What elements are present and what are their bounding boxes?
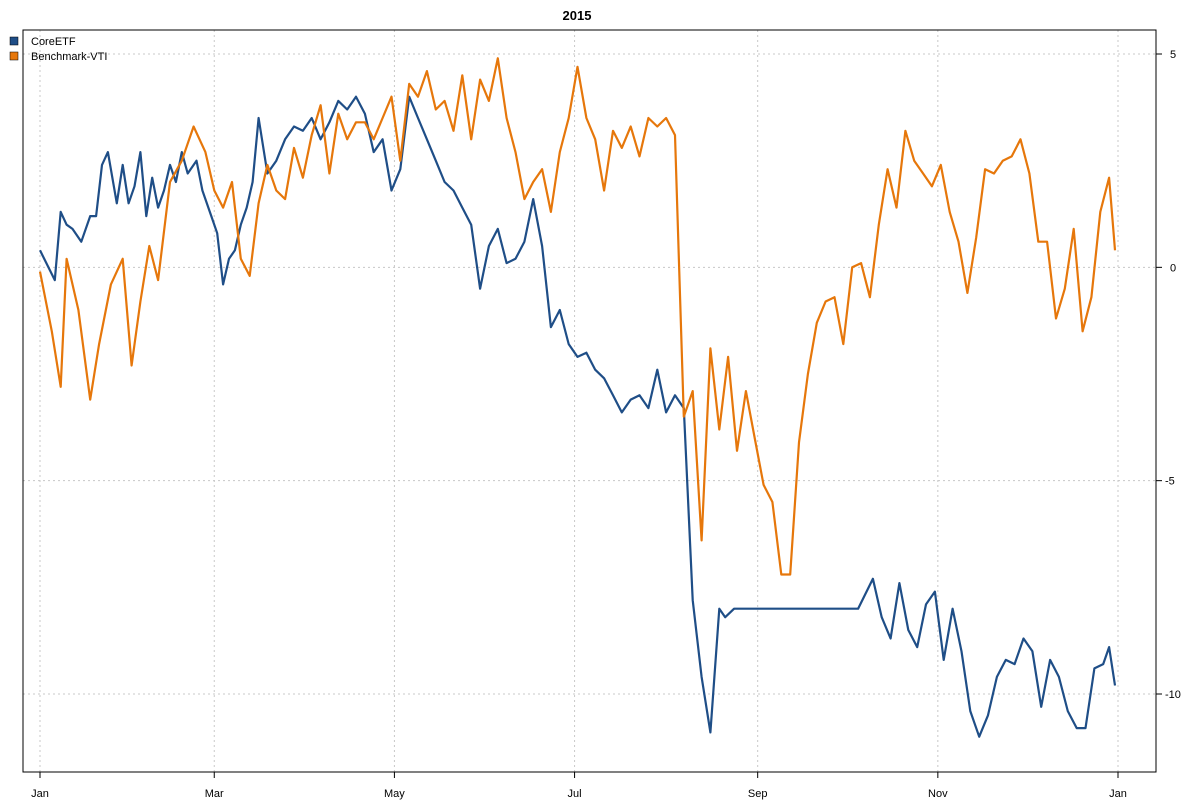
x-tick-label: Sep [748,788,768,800]
chart-title: 2015 [563,8,592,23]
plot-frame [22,29,1157,773]
x-tick-label: Jan [31,788,49,800]
series-group [38,57,1117,738]
legend-swatch-coreetf [9,36,19,46]
series-line-coreetf [39,95,1117,738]
y-axis: 5 0 -5 -10 [1156,49,1181,701]
y-tick-label: -5 [1165,476,1175,488]
x-tick-label: Jan [1109,788,1127,800]
grid [23,30,1156,772]
legend-label-coreetf: CoreETF [31,36,76,48]
series-line-benchmark-vti [38,57,1117,576]
legend-label-benchmark-vti: Benchmark-VTI [31,51,107,63]
y-tick-label: -10 [1165,689,1181,701]
legend-swatch-benchmark-vti [9,51,19,61]
x-tick-label: May [384,788,405,800]
x-axis: Jan Mar May Jul Sep Nov Jan [31,772,1127,800]
x-tick-label: Mar [205,788,224,800]
y-tick-label: 5 [1170,49,1176,61]
legend: CoreETF Benchmark-VTI [9,36,107,63]
x-tick-label: Nov [928,788,948,800]
y-tick-label: 0 [1170,262,1176,274]
x-tick-label: Jul [568,788,582,800]
